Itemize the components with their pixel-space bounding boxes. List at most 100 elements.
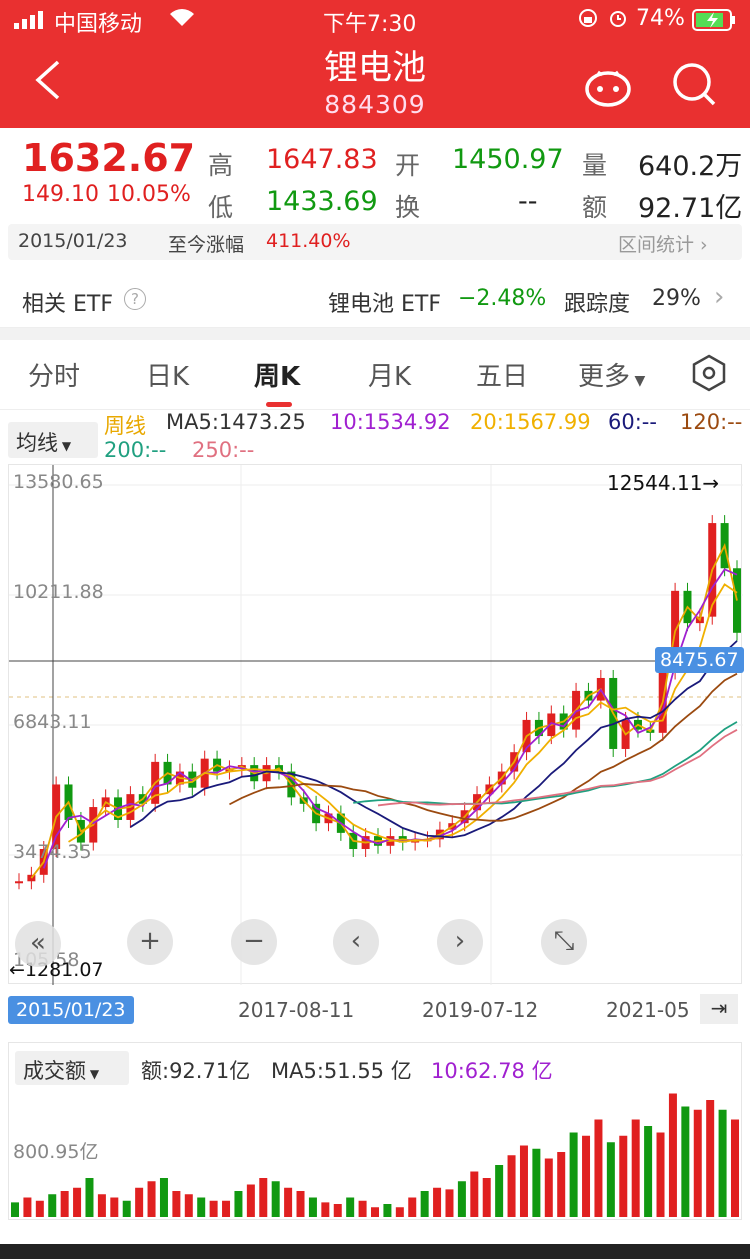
volume-selector[interactable]: 成交额 ▼	[15, 1051, 129, 1085]
volume-bar	[706, 1100, 715, 1217]
robot-button[interactable]	[582, 62, 634, 112]
volume-bar	[507, 1155, 516, 1217]
ma200-value: 200:--	[104, 438, 167, 462]
volume-ma10: 10:62.78 亿	[431, 1059, 553, 1083]
search-button[interactable]	[670, 60, 718, 112]
open-value: 1450.97	[452, 144, 564, 175]
price-axis-label: 3474.35	[13, 841, 92, 863]
volume-bar	[271, 1181, 280, 1217]
move-left-button[interactable]: ‹	[333, 919, 379, 965]
volume-bar	[259, 1178, 268, 1217]
volume-value: 640.2万	[638, 151, 743, 182]
volume-bar	[122, 1200, 131, 1217]
candle-body	[733, 568, 741, 633]
volume-bar	[681, 1106, 690, 1217]
volume-bar	[532, 1148, 541, 1217]
volume-bar	[594, 1119, 603, 1217]
volume-bar	[184, 1194, 193, 1217]
move-right-button[interactable]: ›	[437, 919, 483, 965]
volume-bar	[482, 1178, 491, 1217]
volume-bar	[358, 1200, 367, 1217]
volume-bar	[110, 1197, 119, 1217]
tab-weekly-k[interactable]: 周K	[254, 362, 301, 392]
high-value: 1647.83	[266, 144, 378, 175]
volume-bar	[209, 1200, 218, 1217]
period-gain: 411.40%	[266, 230, 351, 252]
ma5-value: MA5:1473.25	[166, 410, 306, 434]
ma60-value: 60:--	[608, 410, 657, 434]
period-label: 至今涨幅	[168, 234, 245, 256]
ma10-value: 10:1534.92	[330, 410, 451, 434]
volume-bar	[718, 1109, 727, 1217]
settings-icon[interactable]	[690, 354, 728, 396]
volume-bar	[321, 1202, 330, 1217]
candle-body	[15, 881, 23, 884]
high-label: 高	[208, 151, 234, 180]
volume-bar	[222, 1200, 231, 1217]
amount-value: 92.71亿	[638, 193, 743, 224]
tab-five-day[interactable]: 五日	[476, 362, 529, 392]
range-stats-link[interactable]: 区间统计 ›	[618, 234, 708, 256]
volume-bar	[284, 1187, 293, 1217]
signal-icon	[14, 10, 50, 35]
volume-amount: 额:92.71亿	[141, 1059, 251, 1083]
volume-bar	[519, 1145, 528, 1217]
max-price-label: 12544.11→	[607, 471, 720, 495]
volume-bar	[159, 1178, 168, 1217]
volume-label: 量	[582, 151, 608, 180]
volume-bar	[631, 1119, 640, 1217]
stock-code: 884309	[324, 90, 426, 119]
zoom-in-button[interactable]: +	[127, 919, 173, 965]
price-axis-label: 10211.88	[13, 581, 104, 603]
ma120-line	[229, 672, 738, 822]
clock: 下午7:30	[323, 12, 417, 37]
kline-chart[interactable]: 13580.65 10211.88 6843.11 3474.35 105.58…	[8, 464, 744, 985]
volume-bar	[606, 1142, 615, 1217]
scroll-left-button[interactable]: «	[15, 921, 61, 967]
home-indicator	[0, 1244, 750, 1259]
volume-bar	[557, 1152, 566, 1217]
tab-intraday[interactable]: 分时	[28, 362, 81, 392]
jump-latest-button[interactable]: ⇥	[700, 994, 738, 1024]
volume-bar	[197, 1197, 206, 1217]
tab-indicator	[266, 402, 292, 407]
tab-monthly-k[interactable]: 月K	[368, 362, 412, 392]
volume-svg	[11, 1093, 739, 1217]
volume-bar	[85, 1178, 94, 1217]
volume-bar	[656, 1132, 665, 1217]
volume-bar	[246, 1184, 255, 1217]
etf-name: 锂电池 ETF	[328, 292, 441, 317]
time-axis: 2015/01/23 2017-08-11 2019-07-12 2021-05…	[0, 990, 750, 1030]
etf-bar[interactable]: 相关 ETF ? 锂电池 ETF −2.48% 跟踪度 29% ›	[0, 270, 750, 328]
ma-selector[interactable]: 均线 ▼	[8, 422, 98, 458]
alarm-icon	[608, 8, 628, 34]
track-value: 29%	[652, 286, 701, 311]
search-icon	[673, 63, 716, 106]
price-axis-label: 6843.11	[13, 711, 92, 733]
back-button[interactable]	[32, 58, 62, 106]
volume-bar	[395, 1207, 404, 1217]
volume-bar	[731, 1119, 739, 1217]
volume-bar	[495, 1165, 504, 1217]
volume-bar	[544, 1158, 553, 1217]
help-icon[interactable]: ?	[124, 288, 146, 310]
price-change: 149.10	[22, 182, 99, 207]
volume-bar	[60, 1191, 69, 1217]
low-value: 1433.69	[266, 186, 378, 217]
orientation-lock-icon	[578, 8, 598, 34]
price-axis-label: 13580.65	[13, 471, 104, 493]
volume-bar	[408, 1197, 417, 1217]
zoom-out-button[interactable]: −	[231, 919, 277, 965]
tab-daily-k[interactable]: 日K	[146, 362, 190, 392]
volume-bar	[693, 1109, 702, 1217]
open-label: 开	[395, 151, 421, 180]
volume-bar	[470, 1171, 479, 1217]
volume-bar	[172, 1191, 181, 1217]
volume-bar	[11, 1202, 19, 1217]
fullscreen-button[interactable]: ⤡	[541, 919, 587, 965]
ma10-line	[42, 568, 738, 869]
volume-bar	[433, 1187, 442, 1217]
tab-more[interactable]: 更多 ▼	[578, 362, 646, 392]
volume-panel: 成交额 ▼ 额:92.71亿 MA5:51.55 亿 10:62.78 亿 80…	[8, 1042, 742, 1220]
crosshair-date-tag: 2015/01/23	[8, 996, 134, 1024]
